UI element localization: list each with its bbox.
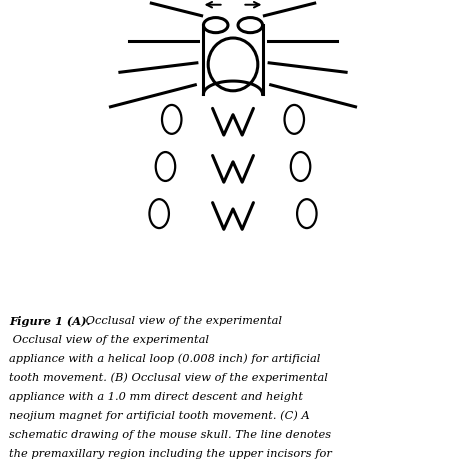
Text: neojium magnet for artificial tooth movement. (C) A: neojium magnet for artificial tooth move…	[9, 411, 310, 421]
Text: Occlusal view of the experimental: Occlusal view of the experimental	[9, 334, 209, 345]
Text: Figure 1 (A).: Figure 1 (A).	[9, 316, 91, 327]
Text: Occlusal view of the experimental: Occlusal view of the experimental	[82, 316, 281, 326]
Text: appliance with a helical loop (0.008 inch) for artificial: appliance with a helical loop (0.008 inc…	[9, 354, 321, 365]
Text: the premaxillary region including the upper incisors for: the premaxillary region including the up…	[9, 449, 332, 459]
Text: schematic drawing of the mouse skull. The line denotes: schematic drawing of the mouse skull. Th…	[9, 430, 331, 440]
Text: appliance with a 1.0 mm direct descent and height: appliance with a 1.0 mm direct descent a…	[9, 392, 303, 402]
Text: tooth movement. (B) Occlusal view of the experimental: tooth movement. (B) Occlusal view of the…	[9, 373, 328, 383]
